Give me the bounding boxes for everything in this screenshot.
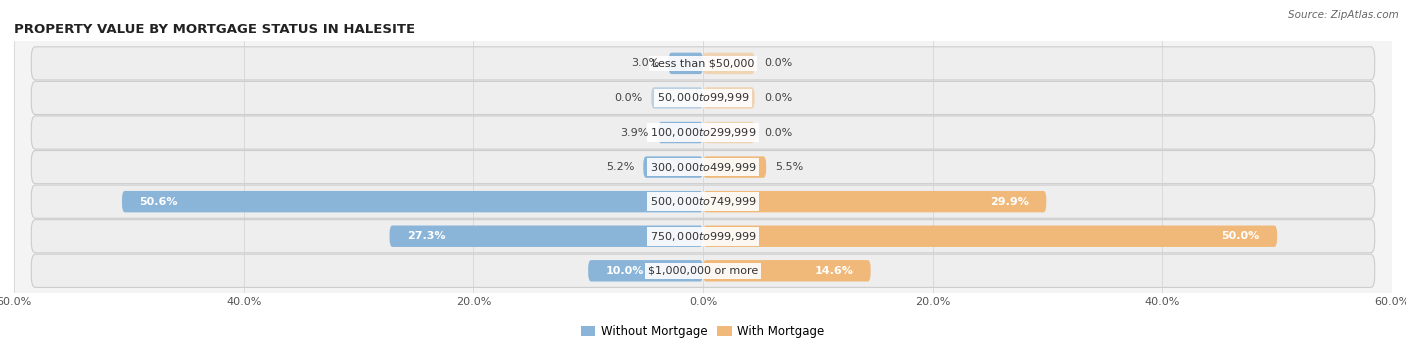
Text: Less than $50,000: Less than $50,000 — [652, 58, 754, 69]
Text: 27.3%: 27.3% — [406, 231, 446, 241]
Text: 14.6%: 14.6% — [814, 266, 853, 276]
Legend: Without Mortgage, With Mortgage: Without Mortgage, With Mortgage — [576, 321, 830, 341]
Text: $1,000,000 or more: $1,000,000 or more — [648, 266, 758, 276]
FancyBboxPatch shape — [31, 254, 1375, 287]
FancyBboxPatch shape — [703, 157, 766, 178]
FancyBboxPatch shape — [31, 81, 1375, 115]
FancyBboxPatch shape — [703, 191, 1046, 212]
FancyBboxPatch shape — [703, 260, 870, 282]
Text: 0.0%: 0.0% — [763, 128, 792, 137]
Text: 0.0%: 0.0% — [763, 58, 792, 69]
FancyBboxPatch shape — [389, 225, 703, 247]
FancyBboxPatch shape — [703, 87, 755, 109]
FancyBboxPatch shape — [31, 185, 1375, 218]
FancyBboxPatch shape — [31, 47, 1375, 80]
FancyBboxPatch shape — [31, 220, 1375, 253]
Text: 29.9%: 29.9% — [990, 197, 1029, 207]
Text: 0.0%: 0.0% — [763, 93, 792, 103]
FancyBboxPatch shape — [31, 116, 1375, 149]
FancyBboxPatch shape — [644, 157, 703, 178]
FancyBboxPatch shape — [703, 122, 755, 143]
Text: $500,000 to $749,999: $500,000 to $749,999 — [650, 195, 756, 208]
FancyBboxPatch shape — [651, 87, 703, 109]
Text: PROPERTY VALUE BY MORTGAGE STATUS IN HALESITE: PROPERTY VALUE BY MORTGAGE STATUS IN HAL… — [14, 23, 415, 35]
Text: 0.0%: 0.0% — [614, 93, 643, 103]
FancyBboxPatch shape — [669, 53, 703, 74]
Text: $100,000 to $299,999: $100,000 to $299,999 — [650, 126, 756, 139]
FancyBboxPatch shape — [658, 122, 703, 143]
Text: $750,000 to $999,999: $750,000 to $999,999 — [650, 230, 756, 243]
Text: 3.9%: 3.9% — [620, 128, 650, 137]
Text: $50,000 to $99,999: $50,000 to $99,999 — [657, 91, 749, 104]
Text: 3.0%: 3.0% — [631, 58, 659, 69]
FancyBboxPatch shape — [588, 260, 703, 282]
Text: 50.0%: 50.0% — [1222, 231, 1260, 241]
Text: Source: ZipAtlas.com: Source: ZipAtlas.com — [1288, 10, 1399, 20]
FancyBboxPatch shape — [122, 191, 703, 212]
FancyBboxPatch shape — [703, 225, 1277, 247]
Text: $300,000 to $499,999: $300,000 to $499,999 — [650, 161, 756, 174]
FancyBboxPatch shape — [31, 150, 1375, 184]
Text: 10.0%: 10.0% — [606, 266, 644, 276]
Text: 5.5%: 5.5% — [775, 162, 804, 172]
Text: 5.2%: 5.2% — [606, 162, 634, 172]
Text: 50.6%: 50.6% — [139, 197, 177, 207]
FancyBboxPatch shape — [703, 53, 755, 74]
